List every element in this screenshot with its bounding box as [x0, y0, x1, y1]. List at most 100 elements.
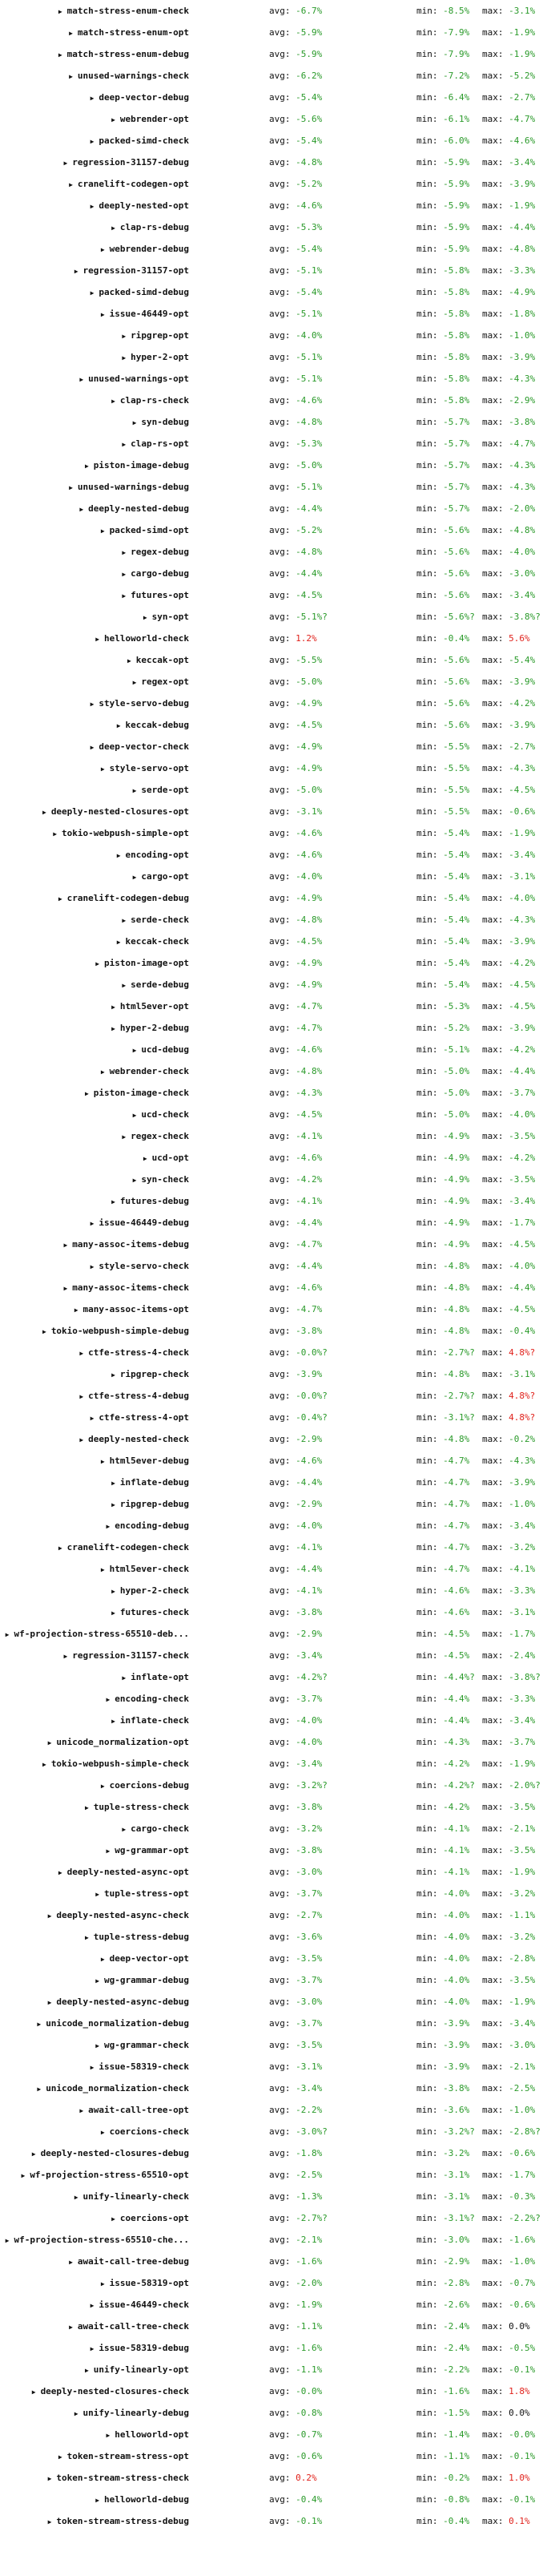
benchmark-name-toggle[interactable]: ▶ coercions-debug [0, 1780, 192, 1791]
benchmark-name-toggle[interactable]: ▶ ripgrep-debug [0, 1499, 192, 1510]
benchmark-name-toggle[interactable]: ▶ unify-linearly-check [0, 2191, 192, 2203]
benchmark-name-toggle[interactable]: ▶ token-stream-stress-check [0, 2473, 192, 2484]
benchmark-name-toggle[interactable]: ▶ ctfe-stress-4-opt [0, 1412, 192, 1423]
benchmark-name-toggle[interactable]: ▶ await-call-tree-check [0, 2321, 192, 2332]
benchmark-name-toggle[interactable]: ▶ tuple-stress-check [0, 1802, 192, 1813]
benchmark-name-toggle[interactable]: ▶ ripgrep-check [0, 1369, 192, 1380]
benchmark-name-toggle[interactable]: ▶ serde-check [0, 915, 192, 926]
benchmark-name-toggle[interactable]: ▶ regression-31157-opt [0, 265, 192, 277]
benchmark-name-toggle[interactable]: ▶ inflate-debug [0, 1477, 192, 1488]
benchmark-name-toggle[interactable]: ▶ style-servo-opt [0, 763, 192, 774]
benchmark-name-toggle[interactable]: ▶ coercions-check [0, 2126, 192, 2138]
benchmark-name-toggle[interactable]: ▶ many-assoc-items-debug [0, 1239, 192, 1250]
benchmark-name-toggle[interactable]: ▶ many-assoc-items-opt [0, 1304, 192, 1315]
benchmark-name-toggle[interactable]: ▶ syn-debug [0, 417, 192, 428]
benchmark-name-toggle[interactable]: ▶ deeply-nested-closures-opt [0, 806, 192, 818]
benchmark-name-toggle[interactable]: ▶ cargo-opt [0, 871, 192, 882]
benchmark-name-toggle[interactable]: ▶ hyper-2-check [0, 1585, 192, 1597]
benchmark-name-toggle[interactable]: ▶ unicode_normalization-debug [0, 2018, 192, 2029]
benchmark-name-toggle[interactable]: ▶ regression-31157-debug [0, 157, 192, 168]
benchmark-name-toggle[interactable]: ▶ cranelift-codegen-opt [0, 179, 192, 190]
benchmark-name-toggle[interactable]: ▶ wg-grammar-check [0, 2040, 192, 2051]
benchmark-name-toggle[interactable]: ▶ style-servo-debug [0, 698, 192, 709]
benchmark-name-toggle[interactable]: ▶ unused-warnings-check [0, 71, 192, 82]
benchmark-name-toggle[interactable]: ▶ style-servo-check [0, 1261, 192, 1272]
benchmark-name-toggle[interactable]: ▶ webrender-opt [0, 114, 192, 125]
benchmark-name-toggle[interactable]: ▶ issue-58319-opt [0, 2278, 192, 2289]
benchmark-name-toggle[interactable]: ▶ match-stress-enum-debug [0, 49, 192, 60]
benchmark-name-toggle[interactable]: ▶ match-stress-enum-check [0, 6, 192, 17]
benchmark-name-toggle[interactable]: ▶ cranelift-codegen-check [0, 1542, 192, 1553]
benchmark-name-toggle[interactable]: ▶ helloworld-check [0, 633, 192, 644]
benchmark-name-toggle[interactable]: ▶ html5ever-debug [0, 1456, 192, 1467]
benchmark-name-toggle[interactable]: ▶ unify-linearly-debug [0, 2408, 192, 2419]
benchmark-name-toggle[interactable]: ▶ unicode_normalization-check [0, 2083, 192, 2094]
benchmark-name-toggle[interactable]: ▶ many-assoc-items-check [0, 1282, 192, 1294]
benchmark-name-toggle[interactable]: ▶ deep-vector-opt [0, 1953, 192, 1964]
benchmark-name-toggle[interactable]: ▶ unused-warnings-opt [0, 373, 192, 385]
benchmark-name-toggle[interactable]: ▶ wf-projection-stress-65510-deb... [0, 1629, 192, 1640]
benchmark-name-toggle[interactable]: ▶ tuple-stress-opt [0, 1888, 192, 1900]
benchmark-name-toggle[interactable]: ▶ cargo-debug [0, 568, 192, 579]
benchmark-name-toggle[interactable]: ▶ packed-simd-check [0, 135, 192, 147]
benchmark-name-toggle[interactable]: ▶ deeply-nested-async-check [0, 1910, 192, 1921]
benchmark-name-toggle[interactable]: ▶ await-call-tree-opt [0, 2105, 192, 2116]
benchmark-name-toggle[interactable]: ▶ issue-46449-check [0, 2299, 192, 2311]
benchmark-name-toggle[interactable]: ▶ keccak-opt [0, 655, 192, 666]
benchmark-name-toggle[interactable]: ▶ webrender-debug [0, 244, 192, 255]
benchmark-name-toggle[interactable]: ▶ cranelift-codegen-debug [0, 893, 192, 904]
benchmark-name-toggle[interactable]: ▶ deeply-nested-closures-check [0, 2386, 192, 2397]
benchmark-name-toggle[interactable]: ▶ helloworld-opt [0, 2429, 192, 2441]
benchmark-name-toggle[interactable]: ▶ inflate-check [0, 1715, 192, 1726]
benchmark-name-toggle[interactable]: ▶ wg-grammar-debug [0, 1975, 192, 1986]
benchmark-name-toggle[interactable]: ▶ deep-vector-debug [0, 92, 192, 103]
benchmark-name-toggle[interactable]: ▶ deeply-nested-async-opt [0, 1867, 192, 1878]
benchmark-name-toggle[interactable]: ▶ ucd-debug [0, 1044, 192, 1056]
benchmark-name-toggle[interactable]: ▶ encoding-debug [0, 1520, 192, 1532]
benchmark-name-toggle[interactable]: ▶ encoding-check [0, 1694, 192, 1705]
benchmark-name-toggle[interactable]: ▶ wg-grammar-opt [0, 1845, 192, 1856]
benchmark-name-toggle[interactable]: ▶ futures-opt [0, 590, 192, 601]
benchmark-name-toggle[interactable]: ▶ cargo-check [0, 1823, 192, 1835]
benchmark-name-toggle[interactable]: ▶ packed-simd-debug [0, 287, 192, 298]
benchmark-name-toggle[interactable]: ▶ html5ever-opt [0, 1001, 192, 1012]
benchmark-name-toggle[interactable]: ▶ wf-projection-stress-65510-che... [0, 2235, 192, 2246]
benchmark-name-toggle[interactable]: ▶ ucd-opt [0, 1153, 192, 1164]
benchmark-name-toggle[interactable]: ▶ token-stream-stress-opt [0, 2451, 192, 2462]
benchmark-name-toggle[interactable]: ▶ regex-opt [0, 676, 192, 688]
benchmark-name-toggle[interactable]: ▶ match-stress-enum-opt [0, 27, 192, 38]
benchmark-name-toggle[interactable]: ▶ futures-check [0, 1607, 192, 1618]
benchmark-name-toggle[interactable]: ▶ syn-check [0, 1174, 192, 1185]
benchmark-name-toggle[interactable]: ▶ tokio-webpush-simple-opt [0, 828, 192, 839]
benchmark-name-toggle[interactable]: ▶ hyper-2-debug [0, 1023, 192, 1034]
benchmark-name-toggle[interactable]: ▶ issue-58319-debug [0, 2343, 192, 2354]
benchmark-name-toggle[interactable]: ▶ clap-rs-opt [0, 438, 192, 450]
benchmark-name-toggle[interactable]: ▶ issue-46449-debug [0, 1217, 192, 1229]
benchmark-name-toggle[interactable]: ▶ serde-opt [0, 785, 192, 796]
benchmark-name-toggle[interactable]: ▶ ripgrep-opt [0, 330, 192, 341]
benchmark-name-toggle[interactable]: ▶ coercions-opt [0, 2213, 192, 2224]
benchmark-name-toggle[interactable]: ▶ regression-31157-check [0, 1650, 192, 1661]
benchmark-name-toggle[interactable]: ▶ keccak-debug [0, 720, 192, 731]
benchmark-name-toggle[interactable]: ▶ deeply-nested-closures-debug [0, 2148, 192, 2159]
benchmark-name-toggle[interactable]: ▶ tokio-webpush-simple-check [0, 1758, 192, 1770]
benchmark-name-toggle[interactable]: ▶ deep-vector-check [0, 741, 192, 753]
benchmark-name-toggle[interactable]: ▶ unicode_normalization-opt [0, 1737, 192, 1748]
benchmark-name-toggle[interactable]: ▶ tokio-webpush-simple-debug [0, 1326, 192, 1337]
benchmark-name-toggle[interactable]: ▶ wf-projection-stress-65510-opt [0, 2170, 192, 2181]
benchmark-name-toggle[interactable]: ▶ piston-image-debug [0, 460, 192, 471]
benchmark-name-toggle[interactable]: ▶ ucd-check [0, 1109, 192, 1120]
benchmark-name-toggle[interactable]: ▶ deeply-nested-opt [0, 200, 192, 212]
benchmark-name-toggle[interactable]: ▶ unify-linearly-opt [0, 2364, 192, 2376]
benchmark-name-toggle[interactable]: ▶ deeply-nested-debug [0, 503, 192, 515]
benchmark-name-toggle[interactable]: ▶ clap-rs-check [0, 395, 192, 406]
benchmark-name-toggle[interactable]: ▶ html5ever-check [0, 1564, 192, 1575]
benchmark-name-toggle[interactable]: ▶ serde-debug [0, 979, 192, 991]
benchmark-name-toggle[interactable]: ▶ inflate-opt [0, 1672, 192, 1683]
benchmark-name-toggle[interactable]: ▶ await-call-tree-debug [0, 2256, 192, 2267]
benchmark-name-toggle[interactable]: ▶ deeply-nested-check [0, 1434, 192, 1445]
benchmark-name-toggle[interactable]: ▶ webrender-check [0, 1066, 192, 1077]
benchmark-name-toggle[interactable]: ▶ keccak-check [0, 936, 192, 947]
benchmark-name-toggle[interactable]: ▶ issue-46449-opt [0, 309, 192, 320]
benchmark-name-toggle[interactable]: ▶ ctfe-stress-4-debug [0, 1391, 192, 1402]
